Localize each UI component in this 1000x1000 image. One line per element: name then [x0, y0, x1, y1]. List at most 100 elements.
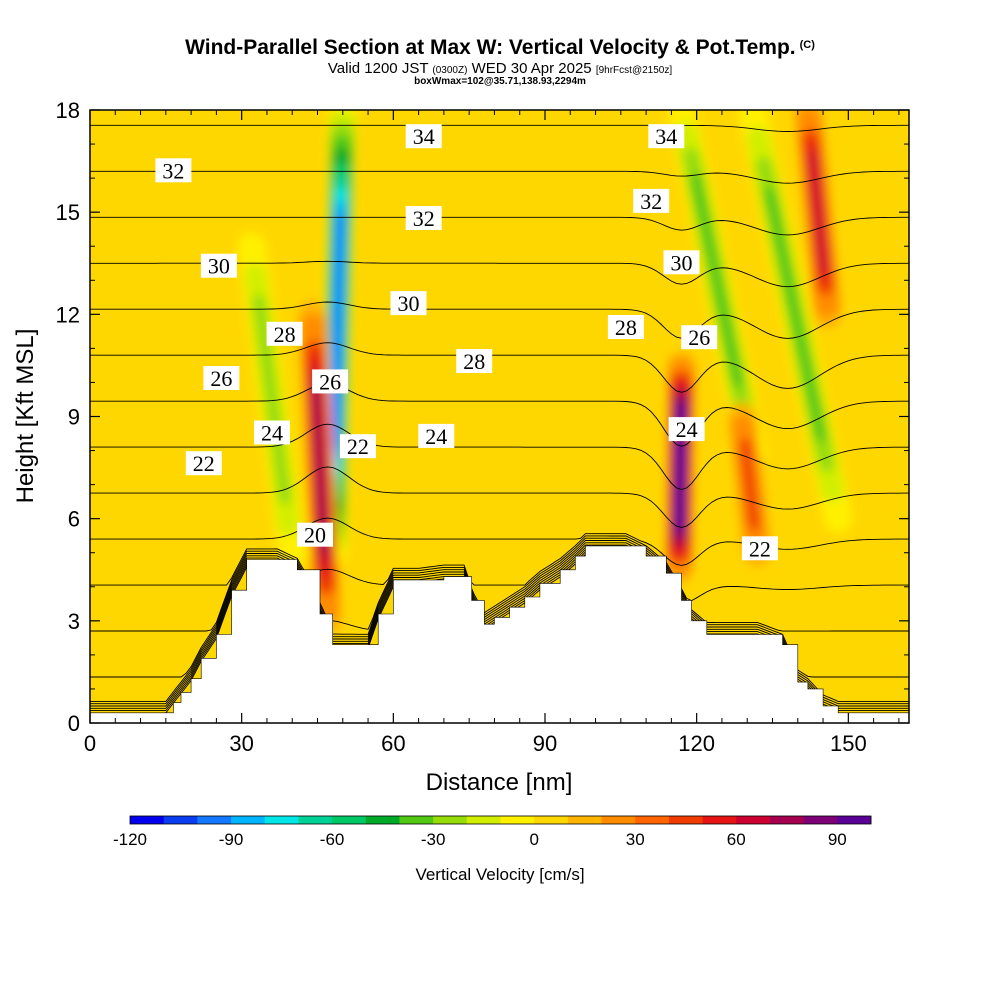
colorbar-swatch-19 [769, 816, 805, 824]
colorbar-tick-label-0: -120 [113, 830, 147, 849]
theta-contour-25 [90, 423, 909, 490]
vertical-velocity-field [90, 110, 909, 723]
colorbar-tick-label-4: 0 [529, 830, 538, 849]
valid-time: Valid 1200 JST [327, 60, 429, 77]
contour-label-text: 30 [398, 291, 420, 316]
contour-label-bg [200, 253, 237, 278]
colorbar-swatch-1 [163, 816, 198, 824]
contour-label-0: 32 [155, 158, 192, 183]
contour-label-text: 28 [615, 315, 637, 340]
chart-title-text: Wind-Parallel Section at Max W: Vertical… [185, 36, 796, 59]
contour-label-bg [741, 536, 778, 561]
y-tick-label-4: 12 [56, 302, 80, 327]
theta-contour-21 [90, 537, 909, 632]
contour-label-1: 34 [405, 124, 442, 149]
contour-label-text: 20 [304, 523, 326, 548]
contour-label-bg [418, 423, 455, 448]
colorbar-swatch-4 [264, 816, 299, 824]
contour-label-bg [254, 420, 290, 445]
contour-label-16: 24 [668, 417, 705, 442]
valid-utc: (0300Z) [432, 65, 468, 76]
colorbar-swatch-5 [298, 816, 333, 824]
terrain-mask [90, 545, 909, 723]
contour-label-bg [648, 124, 685, 149]
colorbar-swatch-20 [803, 816, 838, 824]
contour-label-text: 32 [640, 189, 662, 214]
colorbar-swatch-12 [534, 816, 569, 824]
forecast-info: [9hrFcst@2150z] [595, 65, 673, 76]
contour-label-text: 32 [162, 158, 184, 183]
contour-label-12: 26 [312, 369, 349, 394]
contour-label-bg [312, 369, 349, 394]
contour-label-text: 22 [347, 434, 369, 459]
contour-label-text: 30 [208, 254, 230, 279]
contour-label-text: 26 [210, 366, 232, 391]
contour-label-bg [633, 188, 670, 213]
w-band-0-9 [331, 213, 345, 450]
x-tick-label-1: 30 [229, 731, 253, 756]
contour-label-13: 26 [681, 325, 718, 350]
contour-label-text: 34 [413, 124, 435, 149]
contour-label-text: 26 [319, 369, 341, 394]
w-band-4-3 [763, 187, 827, 442]
contour-label-15: 24 [418, 423, 455, 449]
contour-label-6: 30 [390, 291, 427, 316]
contour-label-text: 24 [425, 424, 447, 449]
chart-subtitle: Valid 1200 JST (0300Z) WED 30 Apr 2025 [… [0, 60, 1000, 77]
colorbar: -120 -90 -60 -30 0 30 60 90 [113, 815, 872, 849]
contour-label-20: 20 [297, 522, 333, 548]
colorbar-title: Vertical Velocity [cm/s] [415, 865, 584, 884]
axes: 0 30 60 90 120 150 0 3 6 9 12 15 18 [56, 98, 909, 756]
colorbar-swatch-6 [332, 816, 367, 824]
theta-contours [90, 124, 909, 714]
colorbar-tick-label-5: 30 [626, 830, 645, 849]
y-tick-label-6: 18 [56, 98, 80, 123]
x-tick-label-0: 0 [84, 731, 96, 756]
colorbar-swatch-0 [130, 816, 165, 824]
colorbar-swatch-15 [635, 816, 670, 824]
colorbar-swatch-8 [399, 816, 434, 824]
y-tick-label-3: 9 [68, 405, 80, 430]
w-band-6-3 [739, 438, 761, 531]
colorbar-swatch-2 [197, 816, 232, 824]
x-tick-label-2: 60 [381, 731, 405, 756]
x-tick-label-3: 90 [533, 731, 557, 756]
contour-label-text: 22 [193, 451, 215, 476]
contour-label-4: 32 [633, 188, 670, 214]
theta-contour-30 [90, 216, 909, 236]
contour-label-bg [339, 434, 376, 459]
contour-label-bg [266, 321, 303, 346]
contour-label-bg [456, 349, 493, 373]
w-band-3-3 [690, 173, 744, 388]
colorbar-swatch-14 [601, 816, 636, 824]
contour-label-19: 22 [741, 536, 778, 561]
w-band-7-2 [252, 294, 292, 505]
colorbar-swatch-11 [500, 816, 535, 824]
contour-label-text: 24 [676, 417, 698, 442]
x-tick-label-4: 120 [678, 731, 715, 756]
contour-label-18: 22 [339, 434, 376, 459]
colorbar-swatch-18 [736, 816, 771, 824]
theta-contour-28 [90, 301, 909, 339]
box-info: boxWmax=102@35.71,138.93,2294m [414, 76, 586, 87]
contour-label-text: 24 [261, 421, 283, 446]
contour-label-bg [681, 325, 718, 350]
valid-date: WED 30 Apr 2025 [471, 60, 592, 77]
w-band-5-5 [807, 151, 829, 274]
copyright-mark: (C) [799, 39, 815, 51]
contour-label-text: 26 [688, 325, 710, 350]
contour-label-17: 22 [185, 451, 222, 476]
colorbar-frame [129, 815, 872, 825]
contour-label-2: 34 [648, 124, 685, 149]
contour-label-text: 30 [671, 250, 693, 275]
colorbar-swatch-16 [668, 816, 703, 824]
contour-label-bg [390, 291, 427, 316]
contour-label-3: 32 [405, 206, 442, 231]
contour-label-bg [203, 366, 240, 390]
contour-label-text: 28 [463, 349, 485, 374]
theta-contour-24 [90, 466, 909, 528]
contour-label-9: 28 [456, 349, 493, 374]
contour-label-text: 32 [413, 206, 435, 231]
colorbar-swatch-10 [466, 816, 501, 824]
x-tick-label-5: 150 [830, 731, 867, 756]
